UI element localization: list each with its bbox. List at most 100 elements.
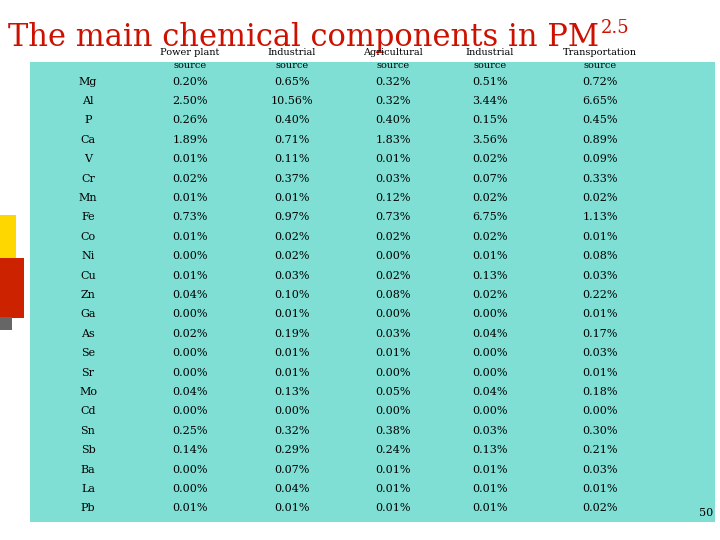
- Text: 0.33%: 0.33%: [582, 174, 618, 184]
- Text: 0.08%: 0.08%: [375, 290, 410, 300]
- Text: 0.04%: 0.04%: [274, 484, 310, 494]
- Text: 0.01%: 0.01%: [582, 484, 618, 494]
- Text: 2.5: 2.5: [601, 19, 629, 37]
- Text: 0.03%: 0.03%: [375, 174, 410, 184]
- Bar: [0, 258, 24, 318]
- Text: 0.01%: 0.01%: [172, 503, 208, 514]
- Text: 0.00%: 0.00%: [375, 309, 410, 319]
- Text: Agricultural: Agricultural: [363, 48, 423, 57]
- Text: 0.00%: 0.00%: [472, 309, 508, 319]
- Text: 0.02%: 0.02%: [472, 154, 508, 164]
- Text: 0.01%: 0.01%: [375, 348, 410, 358]
- Text: 0.00%: 0.00%: [172, 464, 208, 475]
- Text: Cu: Cu: [80, 271, 96, 281]
- Text: Transportation: Transportation: [563, 48, 637, 57]
- Text: 1.13%: 1.13%: [582, 212, 618, 222]
- Text: 50: 50: [698, 508, 713, 518]
- Text: 0.10%: 0.10%: [274, 290, 310, 300]
- Text: Industrial: Industrial: [268, 48, 316, 57]
- Text: 0.11%: 0.11%: [274, 154, 310, 164]
- Text: 0.21%: 0.21%: [582, 445, 618, 455]
- Text: 0.02%: 0.02%: [375, 232, 410, 242]
- Text: 0.24%: 0.24%: [375, 445, 410, 455]
- Text: 0.00%: 0.00%: [375, 368, 410, 377]
- Text: 0.01%: 0.01%: [274, 193, 310, 203]
- Text: 0.01%: 0.01%: [172, 271, 208, 281]
- Bar: [0, 317, 12, 330]
- Text: 0.01%: 0.01%: [582, 309, 618, 319]
- Text: 0.01%: 0.01%: [375, 503, 410, 514]
- Text: 0.37%: 0.37%: [274, 174, 310, 184]
- Text: 0.02%: 0.02%: [172, 174, 208, 184]
- Text: 3.56%: 3.56%: [472, 135, 508, 145]
- Text: 0.89%: 0.89%: [582, 135, 618, 145]
- Text: Fe: Fe: [81, 212, 95, 222]
- Text: Power plant: Power plant: [161, 48, 220, 57]
- Text: 0.22%: 0.22%: [582, 290, 618, 300]
- Text: 0.20%: 0.20%: [172, 77, 208, 87]
- Text: 0.04%: 0.04%: [172, 290, 208, 300]
- Text: 0.26%: 0.26%: [172, 116, 208, 125]
- Text: 0.01%: 0.01%: [472, 464, 508, 475]
- Text: 0.02%: 0.02%: [375, 271, 410, 281]
- Text: Sr: Sr: [81, 368, 94, 377]
- Text: 0.01%: 0.01%: [582, 368, 618, 377]
- Text: 2.50%: 2.50%: [172, 96, 208, 106]
- Text: 0.01%: 0.01%: [472, 503, 508, 514]
- Text: Co: Co: [81, 232, 96, 242]
- Text: 0.01%: 0.01%: [582, 232, 618, 242]
- Text: 0.01%: 0.01%: [375, 484, 410, 494]
- Text: 0.01%: 0.01%: [274, 348, 310, 358]
- Text: 0.32%: 0.32%: [375, 77, 410, 87]
- Text: 0.01%: 0.01%: [375, 464, 410, 475]
- Text: 0.25%: 0.25%: [172, 426, 208, 436]
- Text: 0.00%: 0.00%: [472, 368, 508, 377]
- Text: 0.97%: 0.97%: [274, 212, 310, 222]
- Text: 0.01%: 0.01%: [172, 232, 208, 242]
- Text: 0.00%: 0.00%: [172, 406, 208, 416]
- Text: 0.72%: 0.72%: [582, 77, 618, 87]
- Text: 0.03%: 0.03%: [274, 271, 310, 281]
- Text: 0.05%: 0.05%: [375, 387, 410, 397]
- Text: 0.00%: 0.00%: [472, 348, 508, 358]
- Text: 0.13%: 0.13%: [472, 271, 508, 281]
- Text: Mn: Mn: [78, 193, 97, 203]
- Text: Pb: Pb: [81, 503, 95, 514]
- Text: 0.30%: 0.30%: [582, 426, 618, 436]
- Text: 0.19%: 0.19%: [274, 329, 310, 339]
- Text: 0.02%: 0.02%: [274, 232, 310, 242]
- Text: source: source: [474, 61, 507, 70]
- Text: 0.01%: 0.01%: [172, 154, 208, 164]
- Text: 0.01%: 0.01%: [274, 503, 310, 514]
- Text: 0.00%: 0.00%: [172, 348, 208, 358]
- Text: 1.83%: 1.83%: [375, 135, 410, 145]
- Text: 6.75%: 6.75%: [472, 212, 508, 222]
- Text: 0.40%: 0.40%: [375, 116, 410, 125]
- Text: 1.89%: 1.89%: [172, 135, 208, 145]
- Text: 0.07%: 0.07%: [472, 174, 508, 184]
- Text: 0.01%: 0.01%: [375, 154, 410, 164]
- Text: 0.03%: 0.03%: [582, 271, 618, 281]
- Text: 0.01%: 0.01%: [472, 251, 508, 261]
- Text: 0.40%: 0.40%: [274, 116, 310, 125]
- Text: Al: Al: [82, 96, 94, 106]
- Text: 0.01%: 0.01%: [274, 368, 310, 377]
- Text: Cd: Cd: [80, 406, 96, 416]
- Text: 0.07%: 0.07%: [274, 464, 310, 475]
- Text: 0.00%: 0.00%: [375, 251, 410, 261]
- Text: source: source: [174, 61, 207, 70]
- Text: 0.02%: 0.02%: [172, 329, 208, 339]
- Text: The main chemical components in PM: The main chemical components in PM: [8, 22, 599, 53]
- Text: Mg: Mg: [78, 77, 97, 87]
- Text: 0.02%: 0.02%: [274, 251, 310, 261]
- Text: 0.00%: 0.00%: [274, 406, 310, 416]
- Text: 0.17%: 0.17%: [582, 329, 618, 339]
- Text: source: source: [377, 61, 410, 70]
- Text: source: source: [583, 61, 616, 70]
- Text: 0.00%: 0.00%: [172, 309, 208, 319]
- Text: 0.00%: 0.00%: [172, 484, 208, 494]
- Text: 0.51%: 0.51%: [472, 77, 508, 87]
- Text: 0.04%: 0.04%: [472, 387, 508, 397]
- Text: 0.02%: 0.02%: [472, 232, 508, 242]
- Text: source: source: [276, 61, 309, 70]
